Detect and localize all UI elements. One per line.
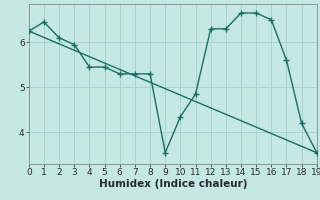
X-axis label: Humidex (Indice chaleur): Humidex (Indice chaleur) (99, 179, 247, 189)
